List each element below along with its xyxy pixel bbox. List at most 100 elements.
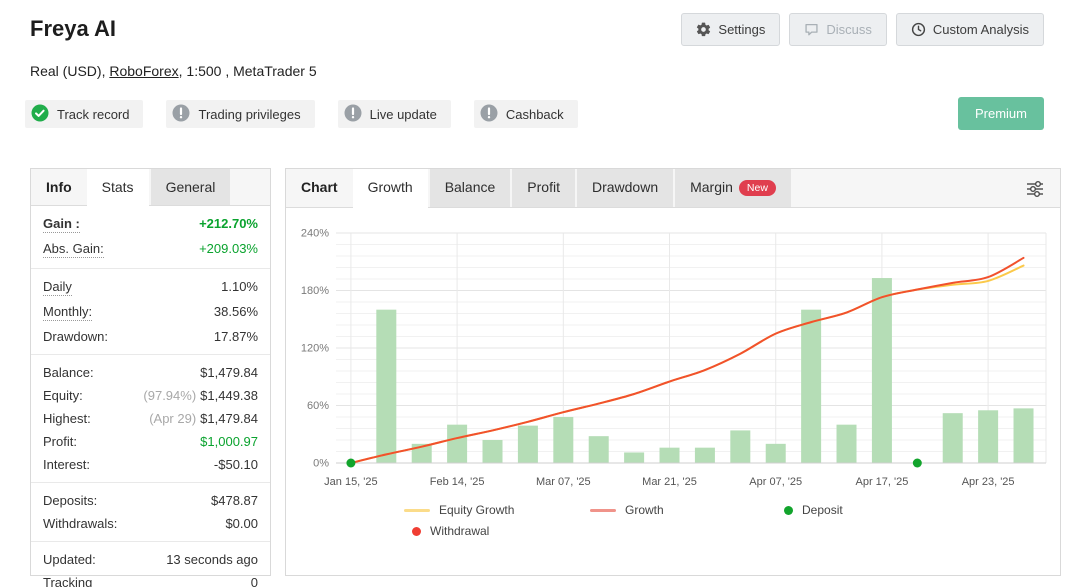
tab-info[interactable]: Info xyxy=(46,179,72,195)
stat-row-daily: Daily 1.10% xyxy=(31,275,270,300)
tab-margin-label: Margin xyxy=(690,179,733,195)
gear-icon xyxy=(696,22,711,37)
stat-row-deposits: Deposits: $478.87 xyxy=(31,489,270,512)
stat-row-monthly: Monthly: 38.56% xyxy=(31,300,270,325)
badge-label: Trading privileges xyxy=(198,106,301,122)
custom-analysis-button-label: Custom Analysis xyxy=(932,22,1029,37)
exclamation-circle-icon xyxy=(480,104,498,125)
svg-text:Jan 15, '25: Jan 15, '25 xyxy=(324,476,377,488)
stat-row-balance: Balance: $1,479.84 xyxy=(31,361,270,384)
account-type-line: Real (USD), RoboForex, 1:500 , MetaTrade… xyxy=(30,63,317,79)
stat-label-daily[interactable]: Daily xyxy=(43,279,72,296)
header-actions: Settings Discuss Custom Analysis xyxy=(681,13,1044,46)
exclamation-circle-icon xyxy=(172,104,190,125)
legend-equity-growth[interactable]: Equity Growth xyxy=(404,503,590,517)
legend-label: Growth xyxy=(625,503,664,517)
badge-live-update[interactable]: Live update xyxy=(337,100,451,128)
premium-button[interactable]: Premium xyxy=(957,97,1044,130)
badge-label: Cashback xyxy=(505,106,564,122)
deposit-dot-swatch xyxy=(784,505,793,515)
tab-growth[interactable]: Growth xyxy=(352,169,428,208)
svg-text:Mar 21, '25: Mar 21, '25 xyxy=(642,476,697,488)
meta-group: Updated: 13 seconds ago Tracking 0 xyxy=(31,542,270,587)
discuss-button[interactable]: Discuss xyxy=(789,13,887,46)
tab-profit[interactable]: Profit xyxy=(512,169,575,207)
check-circle-icon xyxy=(31,104,49,125)
discuss-button-label: Discuss xyxy=(826,22,872,37)
tab-stats[interactable]: Stats xyxy=(86,169,149,206)
tab-margin[interactable]: Margin New xyxy=(675,169,791,207)
stat-row-tracking: Tracking 0 xyxy=(31,571,270,587)
highest-date-note: (Apr 29) xyxy=(149,411,197,426)
svg-text:Apr 17, '25: Apr 17, '25 xyxy=(855,476,908,488)
stat-row-profit: Profit: $1,000.97 xyxy=(31,430,270,453)
tab-drawdown[interactable]: Drawdown xyxy=(576,169,674,207)
stat-label-withdrawals: Withdrawals: xyxy=(43,516,118,531)
badge-track-record[interactable]: Track record xyxy=(25,100,144,128)
withdrawal-dot-swatch xyxy=(412,526,421,536)
stat-value-monthly: 38.56% xyxy=(213,304,258,319)
chart-panel: Chart Growth Balance Profit Drawdown Mar… xyxy=(285,168,1061,576)
custom-analysis-button[interactable]: Custom Analysis xyxy=(895,13,1044,46)
stat-value-gain: +212.70% xyxy=(199,216,258,231)
page-title: Freya AI xyxy=(30,16,117,41)
broker-link[interactable]: RoboForex xyxy=(109,63,179,79)
badge-trading-privileges[interactable]: Trading privileges xyxy=(166,100,315,128)
stat-label-gain[interactable]: Gain : xyxy=(43,216,80,233)
svg-text:180%: 180% xyxy=(301,285,329,297)
stat-label-abs-gain[interactable]: Abs. Gain: xyxy=(43,241,104,258)
highest-amount: $1,479.84 xyxy=(200,411,258,426)
account-type-prefix: Real (USD), xyxy=(30,63,110,79)
stat-row-abs-gain: Abs. Gain: +209.03% xyxy=(31,237,270,262)
svg-text:Mar 07, '25: Mar 07, '25 xyxy=(536,476,591,488)
stat-row-drawdown: Drawdown: 17.87% xyxy=(31,325,270,348)
stat-label-drawdown: Drawdown: xyxy=(43,329,109,344)
stat-row-highest: Highest: (Apr 29) $1,479.84 xyxy=(31,407,270,430)
tab-balance[interactable]: Balance xyxy=(429,169,511,207)
exclamation-circle-icon xyxy=(344,104,362,125)
stat-row-withdrawals: Withdrawals: $0.00 xyxy=(31,512,270,535)
stat-label-highest: Highest: xyxy=(43,411,91,426)
stat-value-highest: (Apr 29) $1,479.84 xyxy=(149,411,258,426)
legend-deposit[interactable]: Deposit xyxy=(776,503,962,517)
growth-chart-svg: 0% 60% 120% 180% 240% Jan 15, '25 Feb 14, '25 M… xyxy=(301,228,1047,488)
svg-text:0%: 0% xyxy=(313,458,329,470)
settings-button[interactable]: Settings xyxy=(681,13,781,46)
stat-label-equity: Equity: xyxy=(43,388,83,403)
stat-label-updated: Updated: xyxy=(43,552,96,567)
equity-amount: $1,449.38 xyxy=(200,388,258,403)
stat-value-daily: 1.10% xyxy=(221,279,258,294)
deposits-group: Deposits: $478.87 Withdrawals: $0.00 xyxy=(31,483,270,542)
stat-value-withdrawals: $0.00 xyxy=(225,516,258,531)
badge-label: Track record xyxy=(57,106,130,122)
stat-label-monthly[interactable]: Monthly: xyxy=(43,304,93,321)
gain-group: Gain : +212.70% Abs. Gain: +209.03% xyxy=(31,206,270,269)
chart-filter-button[interactable] xyxy=(1021,177,1048,206)
stat-value-deposits: $478.87 xyxy=(211,493,258,508)
svg-text:120%: 120% xyxy=(301,343,329,355)
stat-value-interest: -$50.10 xyxy=(213,457,258,472)
stat-value-equity: (97.94%) $1,449.38 xyxy=(143,388,258,403)
tab-general[interactable]: General xyxy=(150,169,231,205)
tab-chart[interactable]: Chart xyxy=(301,179,338,195)
stat-value-profit: $1,000.97 xyxy=(200,434,258,449)
clock-icon xyxy=(911,22,926,37)
stat-value-abs-gain: +209.03% xyxy=(199,241,258,256)
chart-legend: Equity Growth Growth Deposit Withdrawal xyxy=(404,503,1060,538)
verification-badges: Track record Trading privileges Live upd… xyxy=(25,100,578,128)
badge-label: Live update xyxy=(369,106,437,122)
legend-growth[interactable]: Growth xyxy=(590,503,776,517)
legend-withdrawal[interactable]: Withdrawal xyxy=(404,524,590,538)
svg-text:Apr 07, '25: Apr 07, '25 xyxy=(749,476,802,488)
stat-label-deposits: Deposits: xyxy=(43,493,98,508)
sliders-icon xyxy=(1024,181,1045,202)
account-type-suffix: , 1:500 , MetaTrader 5 xyxy=(178,63,317,79)
new-badge: New xyxy=(738,180,776,196)
legend-label: Equity Growth xyxy=(439,503,515,517)
stat-row-interest: Interest: -$50.10 xyxy=(31,453,270,476)
svg-text:60%: 60% xyxy=(307,400,329,412)
badge-cashback[interactable]: Cashback xyxy=(473,100,578,128)
stat-value-balance: $1,479.84 xyxy=(200,365,258,380)
stats-panel: Info Stats General Gain : +212.70% Abs. … xyxy=(30,168,271,587)
